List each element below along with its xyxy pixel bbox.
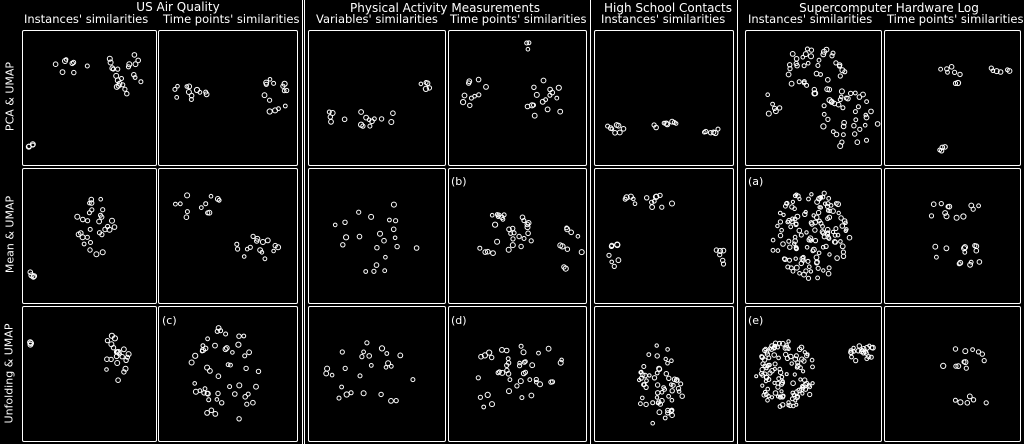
panel-tag-c: (c): [162, 314, 177, 327]
group-title-physical-activity: Physical Activity Measurements: [350, 1, 540, 15]
group-title-supercomputer: Supercomputer Hardware Log: [799, 1, 979, 15]
panel-school-instances-mean: [594, 168, 734, 304]
panel-air-instances-unfolding: [22, 306, 157, 442]
panel-air-timepoints-mean: [158, 168, 298, 304]
panel-air-instances-pca: [22, 30, 157, 166]
group-separator: [304, 0, 305, 444]
column-title-activity-variables: Variables' similarities: [316, 12, 438, 26]
panel-activity-variables-pca: [308, 30, 446, 166]
panel-super-instances-unfolding: [745, 306, 882, 442]
column-title-activity-timepoints: Time points' similarities: [450, 12, 587, 26]
row-label-pca-umap: PCA & UMAP: [3, 61, 17, 132]
panel-school-instances-pca: [594, 30, 734, 166]
panel-tag-d: (d): [451, 314, 467, 327]
column-title-super-instances: Instances' similarities: [748, 12, 873, 26]
panel-activity-timepoints-pca: [448, 30, 587, 166]
panel-air-timepoints-pca: [158, 30, 298, 166]
group-separator: [302, 0, 303, 444]
column-title-air-instances: Instances' similarities: [24, 12, 149, 26]
panel-school-instances-unfolding: [594, 306, 734, 442]
panel-super-timepoints-mean: [884, 168, 1021, 304]
panel-tag-a: (a): [748, 175, 764, 188]
group-separator: [737, 0, 738, 444]
panel-super-instances-mean: [745, 168, 882, 304]
panel-super-timepoints-unfolding: [884, 306, 1021, 442]
panel-activity-variables-mean: [308, 168, 446, 304]
panel-activity-timepoints-unfolding: [448, 306, 587, 442]
panel-activity-variables-unfolding: [308, 306, 446, 442]
group-title-us-air-quality: US Air Quality: [136, 0, 220, 14]
panel-air-instances-mean: [22, 168, 157, 304]
group-separator: [590, 0, 591, 444]
panel-super-timepoints-pca: [884, 30, 1021, 166]
column-title-air-timepoints: Time points' similarities: [163, 12, 300, 26]
panel-activity-timepoints-mean: [448, 168, 587, 304]
panel-air-timepoints-unfolding: [158, 306, 298, 442]
row-label-mean-umap: Mean & UMAP: [3, 195, 17, 274]
row-label-unfolding-umap: Unfolding & UMAP: [2, 323, 16, 424]
column-title-school-instances: Instances' similarities: [601, 12, 726, 26]
panel-tag-e: (e): [748, 314, 764, 327]
column-title-super-timepoints: Time points' similarities: [887, 12, 1024, 26]
panel-tag-b: (b): [451, 175, 467, 188]
group-title-high-school: High School Contacts: [604, 1, 732, 15]
panel-super-instances-pca: [745, 30, 882, 166]
